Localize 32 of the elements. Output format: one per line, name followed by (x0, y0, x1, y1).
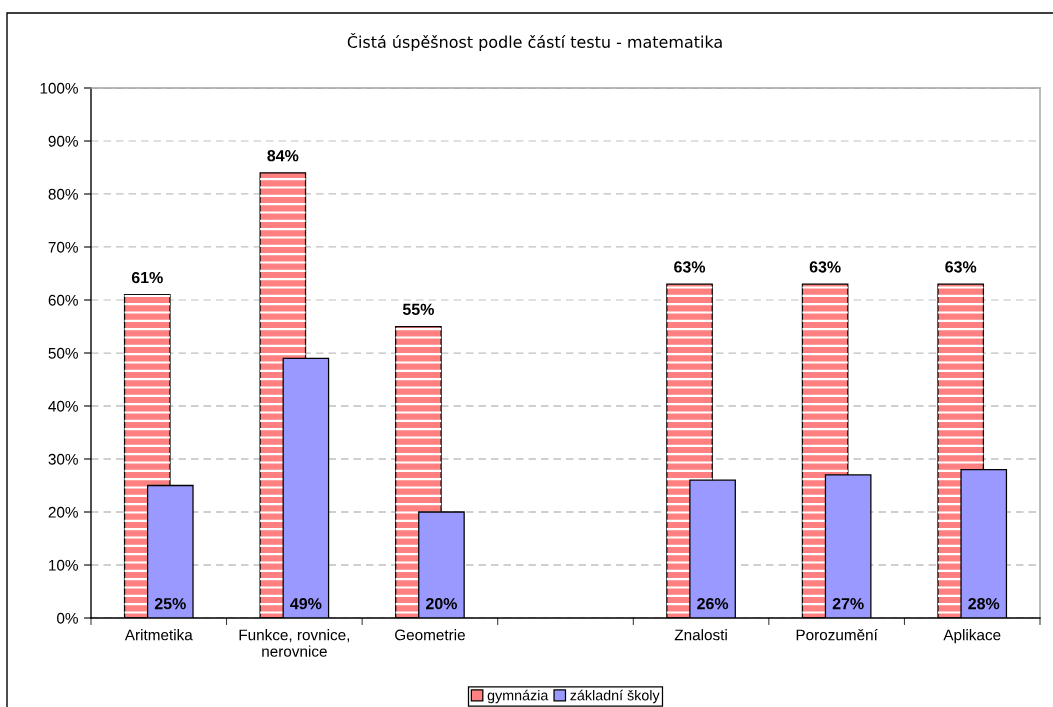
y-tick-label: 60% (48, 294, 78, 306)
y-tick-label: 10% (49, 559, 78, 571)
data-label: 84% (267, 150, 299, 162)
data-label: 63% (809, 261, 841, 273)
data-label: 25% (154, 597, 186, 610)
y-tick-label: 100% (40, 82, 78, 94)
data-label: 55% (402, 303, 434, 316)
y-tick-label: 40% (48, 400, 78, 412)
x-tick-label: Geometrie (395, 629, 465, 641)
x-tick-label: Porozumění (796, 628, 878, 641)
y-tick-label: 90% (48, 135, 78, 147)
y-tick-label: 20% (48, 506, 78, 518)
data-label: 28% (968, 597, 1000, 610)
data-label: 63% (945, 261, 977, 273)
data-label: 61% (131, 271, 163, 284)
x-tick-label: Funkce, rovnice, nerovnice (239, 629, 350, 657)
data-label: 49% (290, 597, 322, 610)
data-label: 27% (832, 597, 864, 610)
y-tick-label: 80% (48, 188, 78, 200)
y-tick-label: 50% (48, 347, 78, 359)
data-label: 26% (697, 597, 729, 610)
chart-title: Čistá úspěšnost podle částí testu - matematika (347, 32, 722, 52)
x-tick-label: Aplikace (943, 629, 1001, 644)
data-label: 20% (426, 597, 458, 610)
legend-label: základní školy (570, 689, 660, 704)
legend-label: gymnázia (487, 689, 549, 704)
data-label: 63% (674, 261, 706, 273)
x-tick-label: Aritmetika (124, 629, 193, 641)
y-tick-label: 0% (57, 612, 78, 624)
x-tick-label: Znalosti (674, 629, 727, 641)
y-tick-label: 30% (48, 453, 78, 465)
y-tick-label: 70% (48, 241, 78, 253)
